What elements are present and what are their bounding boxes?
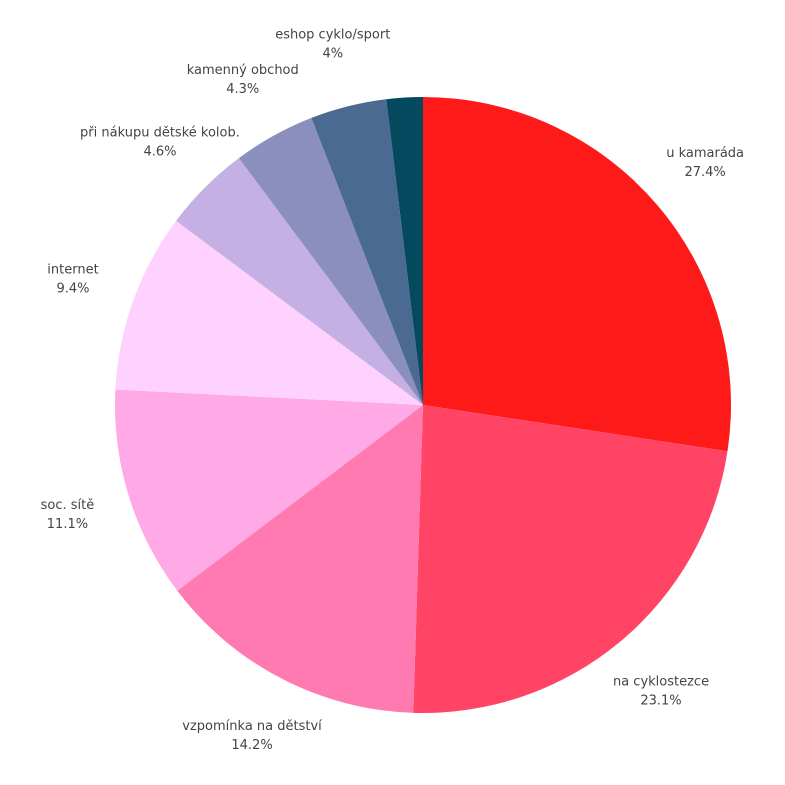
slice-value-label: 27.4%: [684, 165, 725, 180]
slice-value-label: 11.1%: [47, 517, 88, 532]
pie-slice: [115, 220, 424, 405]
pie-slice: [311, 99, 423, 405]
slice-label: kamenný obchod: [187, 63, 299, 78]
pie-slice: [413, 405, 728, 713]
slice-value-label: 4.6%: [143, 144, 176, 159]
pie-slice: [423, 97, 731, 452]
slice-label: soc. sítě: [41, 498, 95, 513]
slice-label: při nákupu dětské kolob.: [80, 125, 240, 140]
pie-slice: [386, 97, 423, 405]
slice-value-label: 9.4%: [56, 281, 89, 296]
pie-slice: [115, 389, 423, 591]
slice-value-label: 4.3%: [226, 82, 259, 97]
pie-slice: [238, 117, 423, 406]
pie-slice: [177, 405, 423, 713]
slice-value-label: 23.1%: [640, 693, 681, 708]
slice-label: eshop cyklo/sport: [275, 28, 390, 43]
slice-value-label: 14.2%: [231, 738, 272, 753]
slice-value-label: 4%: [322, 47, 343, 62]
slice-label: vzpomínka na dětství: [182, 719, 322, 734]
slice-label: u kamaráda: [666, 146, 744, 161]
slice-label: na cyklostezce: [613, 674, 709, 689]
slice-label: internet: [47, 262, 98, 277]
pie-slice: [176, 158, 423, 405]
